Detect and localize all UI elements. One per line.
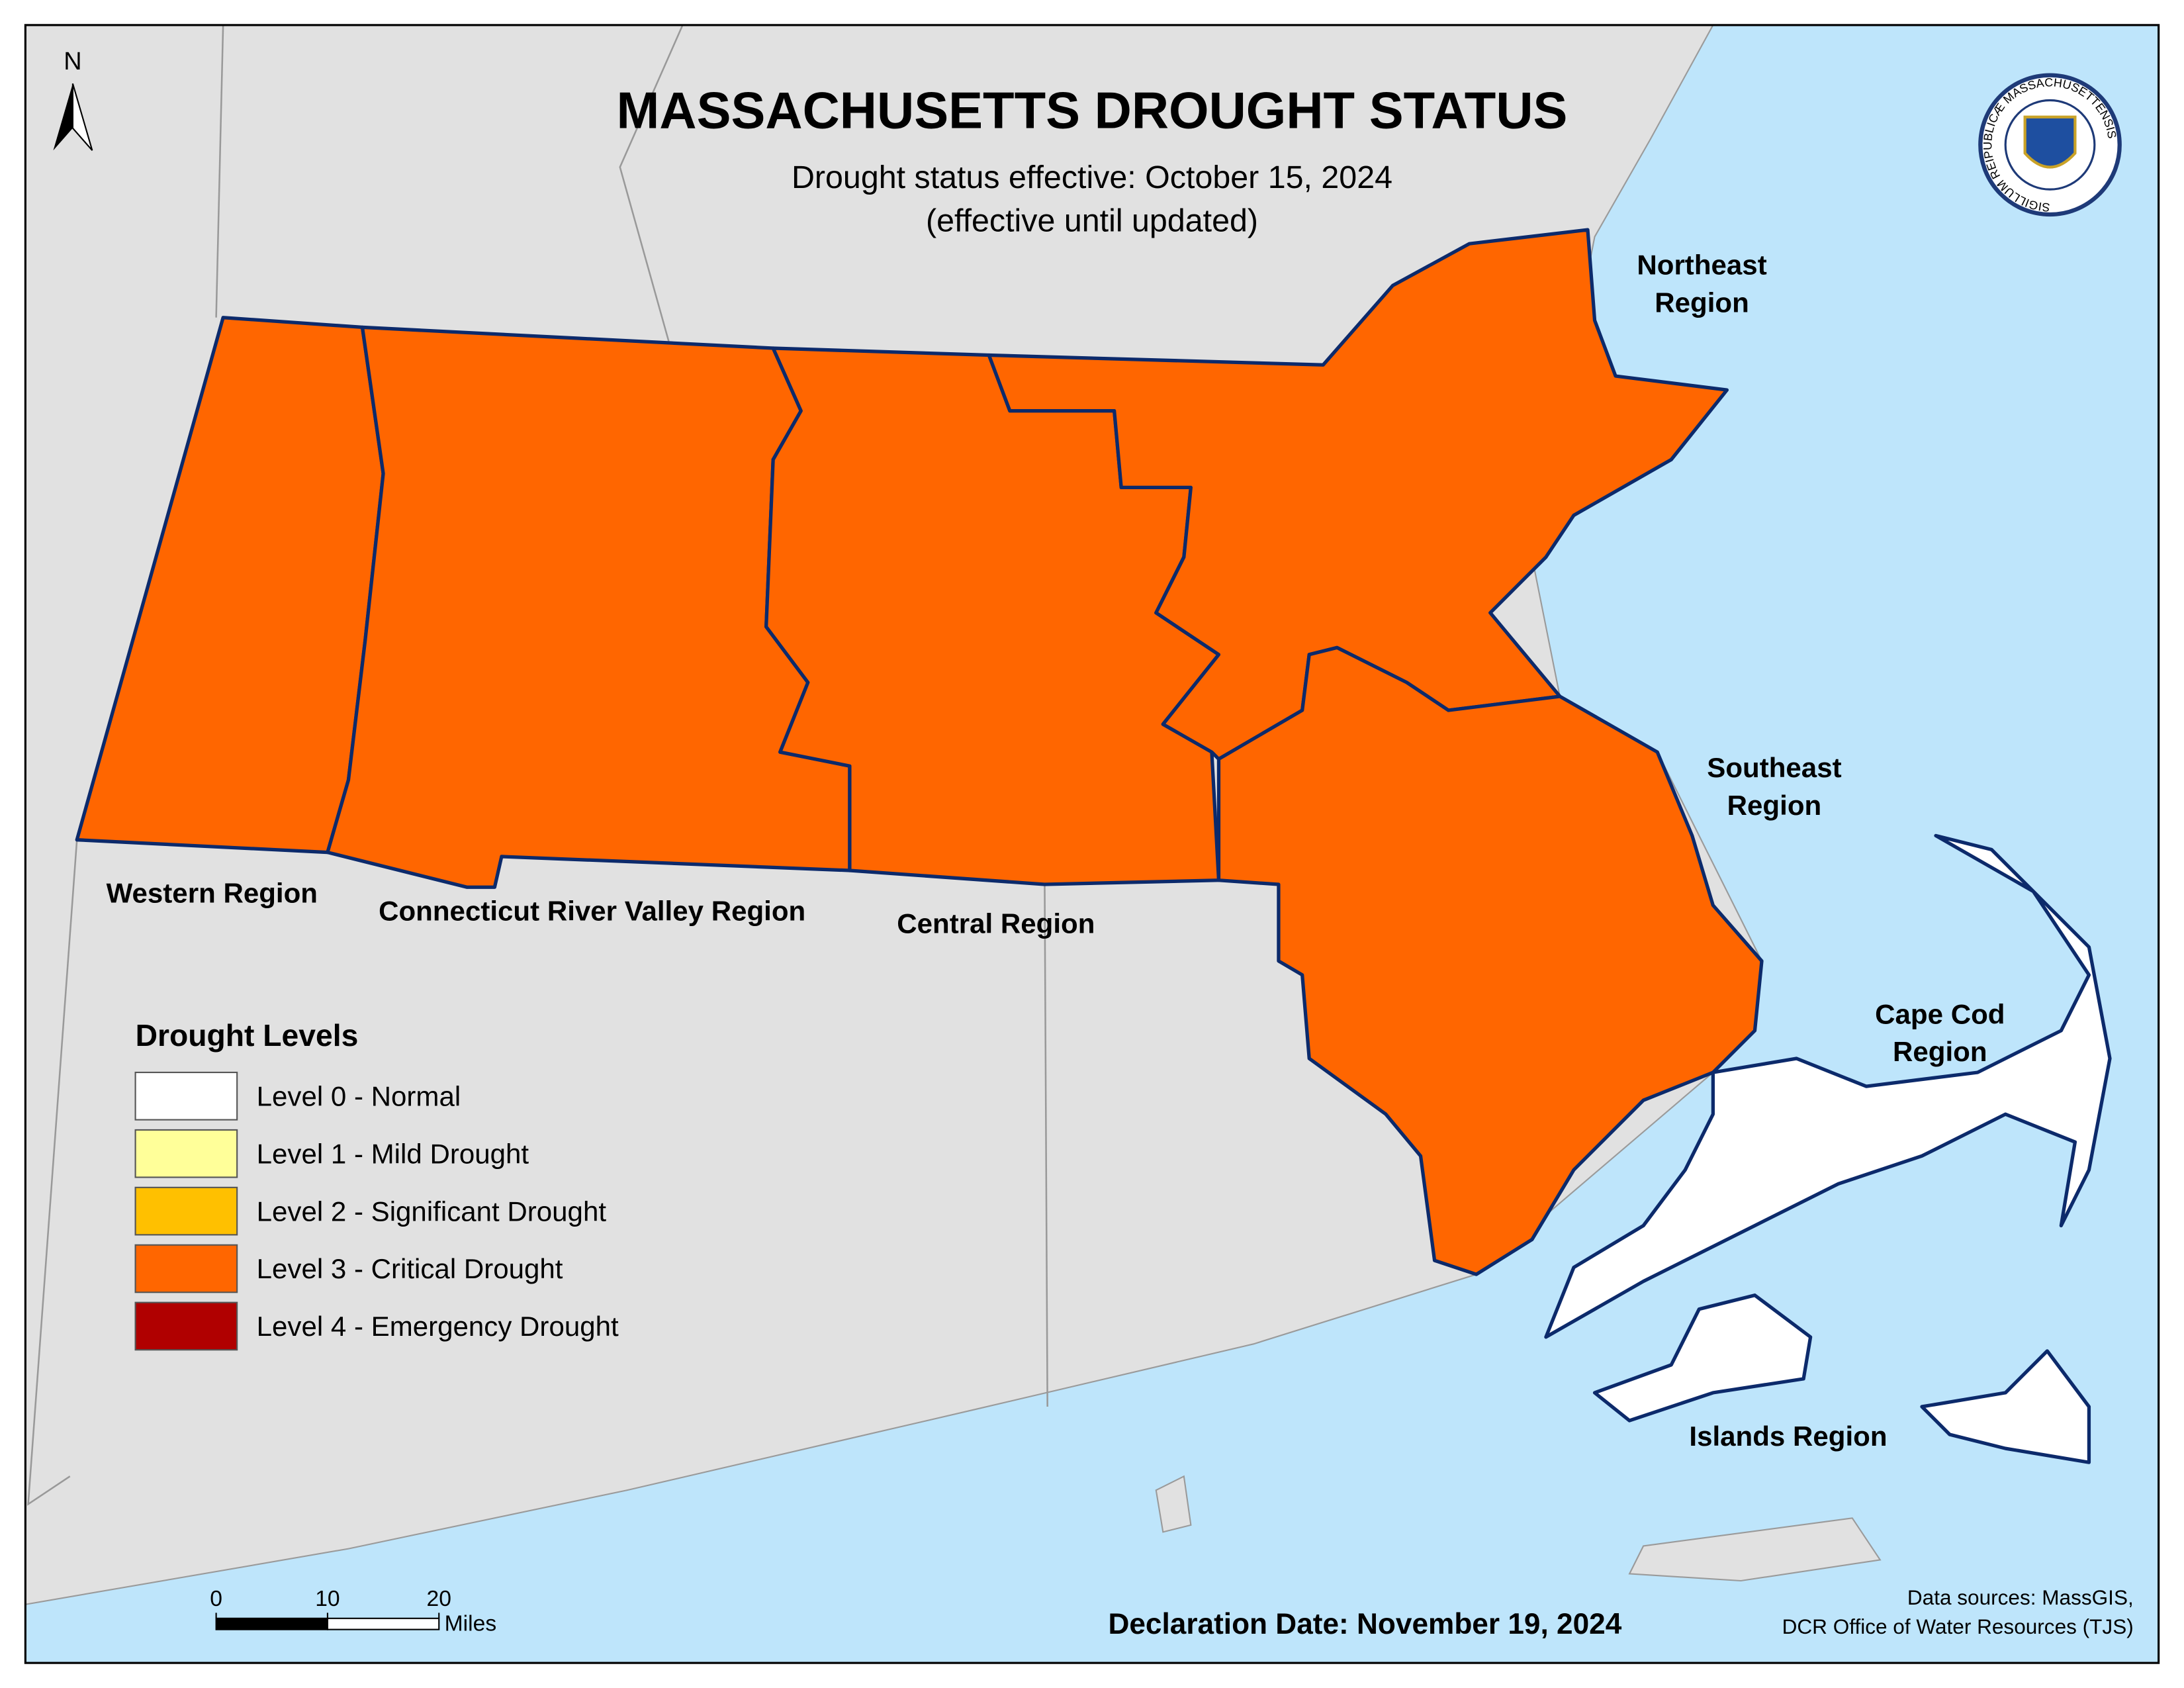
subtitle: (effective until updated) — [926, 203, 1258, 238]
region-label: Cape Cod — [1875, 998, 2005, 1029]
legend-label: Level 2 - Significant Drought — [257, 1196, 607, 1227]
seal: SIGILLUM REIPUBLICÆ MASSACHUSETTENSIS — [1978, 73, 2122, 217]
regions: Western Region Connecticut River Valley R… — [75, 228, 2112, 1464]
title: MASSACHUSETTS DROUGHT STATUS — [617, 83, 1568, 140]
state-border — [619, 24, 684, 342]
state-border — [215, 24, 224, 318]
region-label: Islands Region — [1689, 1421, 1887, 1452]
seal-shield — [2023, 115, 2077, 169]
subtitle: Drought status effective: October 15, 20… — [792, 160, 1392, 195]
legend-swatch — [134, 1129, 238, 1178]
region-label: Western Region — [107, 877, 318, 908]
state-border — [27, 839, 78, 1506]
region-label: Region — [1655, 287, 1749, 318]
scale-segment — [326, 1617, 440, 1630]
legend-label: Level 0 - Normal — [257, 1081, 461, 1112]
map-frame — [24, 24, 2160, 1664]
north-arrow — [71, 83, 93, 151]
island — [1628, 1517, 1882, 1582]
island — [1155, 1475, 1192, 1533]
legend: Level 0 - Normal Level 1 - Mild Drought Le… — [134, 1071, 619, 1351]
region-area — [1216, 645, 1764, 1276]
scale-segment — [215, 1617, 328, 1630]
north-arrow — [53, 83, 73, 151]
declaration-date: Declaration Date: November 19, 2024 — [1108, 1608, 1621, 1640]
legend-label: Level 3 - Critical Drought — [257, 1253, 563, 1284]
data-sources: DCR Office of Water Resources (TJS) — [1782, 1615, 2134, 1638]
scale-tick-label: 0 — [210, 1587, 222, 1611]
scale-unit: Miles — [445, 1612, 497, 1636]
legend-swatch — [134, 1186, 238, 1236]
legend-label: Level 1 - Mild Drought — [257, 1138, 529, 1169]
region-area — [1592, 1293, 1813, 1423]
state-border — [1044, 884, 1048, 1407]
legend-swatch — [134, 1071, 238, 1121]
north-label: N — [64, 48, 81, 75]
region-area — [1544, 833, 2112, 1339]
legend-swatch — [134, 1301, 238, 1351]
region-label: Southeast — [1707, 752, 1841, 783]
region-label: Central Region — [897, 908, 1095, 939]
region-label: Region — [1893, 1036, 1987, 1067]
legend-swatch — [134, 1244, 238, 1293]
legend-label: Level 4 - Emergency Drought — [257, 1311, 619, 1342]
region-label: Northeast — [1637, 249, 1766, 280]
scale-tick-label: 20 — [427, 1587, 451, 1611]
scale-tick-label: 10 — [315, 1587, 340, 1611]
region-area — [1920, 1349, 2091, 1464]
region-label: Connecticut River Valley Region — [379, 896, 805, 927]
legend-title: Drought Levels — [136, 1018, 359, 1053]
region-label: Region — [1727, 790, 1822, 821]
data-sources: Data sources: MassGIS, — [1907, 1585, 2134, 1609]
